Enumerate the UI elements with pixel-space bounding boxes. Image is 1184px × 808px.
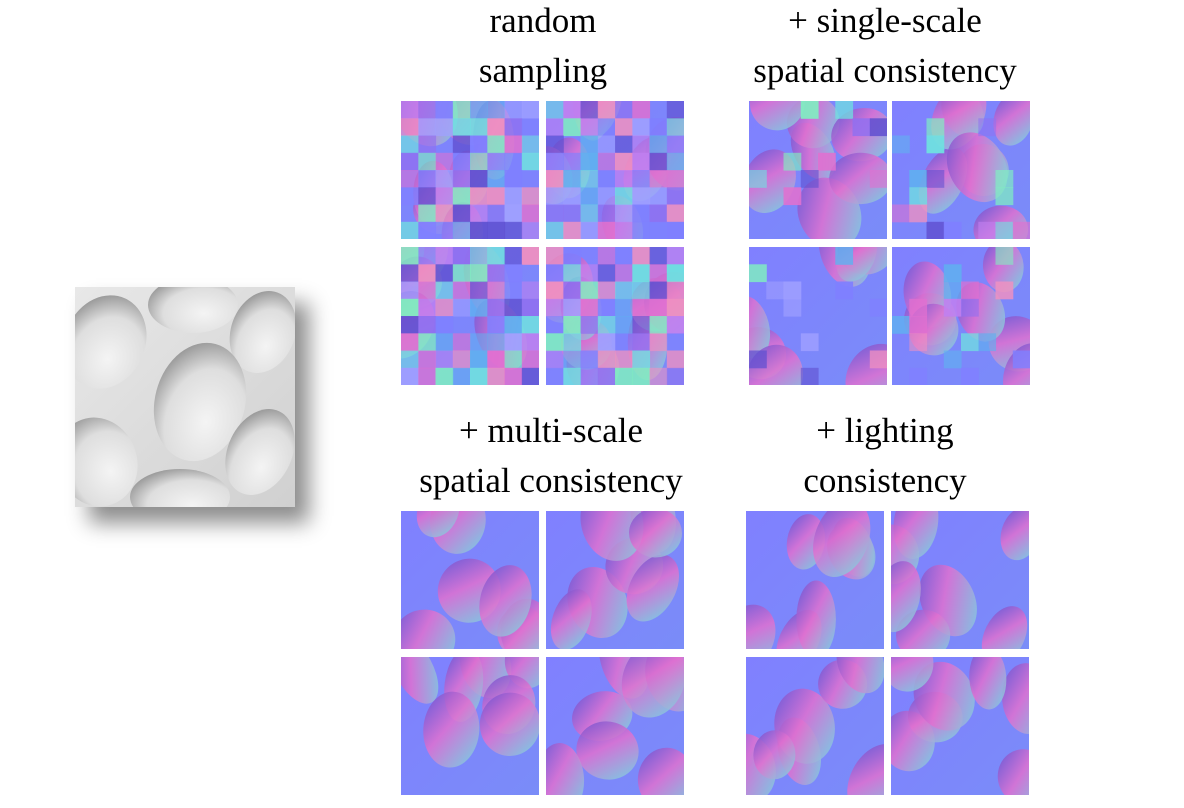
normal-map-icon xyxy=(546,101,684,239)
normal-map-tile xyxy=(546,101,684,239)
caption-single-scale: + single-scale spatial consistency xyxy=(722,0,1048,96)
caption-line: + lighting xyxy=(816,411,954,450)
normal-map-tile xyxy=(546,657,684,795)
caption-line: sampling xyxy=(478,51,608,90)
normal-map-icon xyxy=(746,657,884,795)
normal-map-icon xyxy=(891,511,1029,649)
normal-map-icon xyxy=(749,247,887,385)
caption-line: + multi-scale xyxy=(459,411,643,450)
caption-line: spatial consistency xyxy=(419,461,683,500)
normal-map-icon xyxy=(892,247,1030,385)
normal-map-tile xyxy=(891,511,1029,649)
normal-map-tile xyxy=(892,247,1030,385)
normal-map-tile xyxy=(401,657,539,795)
normal-map-tile xyxy=(546,511,684,649)
normal-map-tile xyxy=(546,247,684,385)
normal-map-icon xyxy=(546,511,684,649)
normal-map-icon xyxy=(749,101,887,239)
normal-map-tile xyxy=(891,657,1029,795)
normal-map-tile xyxy=(749,247,887,385)
normal-map-tile xyxy=(401,247,539,385)
normal-map-icon xyxy=(401,101,539,239)
caption-line: spatial consistency xyxy=(753,51,1017,90)
normal-map-icon xyxy=(891,657,1029,795)
normal-map-tile xyxy=(746,511,884,649)
normal-map-icon xyxy=(892,101,1030,239)
caption-random-sampling: random sampling xyxy=(430,0,656,96)
caption-multi-scale: + multi-scale spatial consistency xyxy=(388,406,714,506)
caption-lighting: + lighting consistency xyxy=(722,406,1048,506)
normal-map-tile xyxy=(892,101,1030,239)
caption-line: + single-scale xyxy=(788,1,982,40)
input-height-map xyxy=(75,287,295,507)
normal-map-tile xyxy=(401,101,539,239)
caption-line: random xyxy=(489,1,597,40)
caption-line: consistency xyxy=(803,461,967,500)
normal-map-tile xyxy=(749,101,887,239)
normal-map-icon xyxy=(746,511,884,649)
normal-map-icon xyxy=(401,247,539,385)
normal-map-tile xyxy=(401,511,539,649)
normal-map-icon xyxy=(401,657,539,795)
normal-map-tile xyxy=(746,657,884,795)
normal-map-icon xyxy=(401,511,539,649)
height-map-icon xyxy=(75,287,295,507)
normal-map-icon xyxy=(546,657,684,795)
normal-map-icon xyxy=(546,247,684,385)
